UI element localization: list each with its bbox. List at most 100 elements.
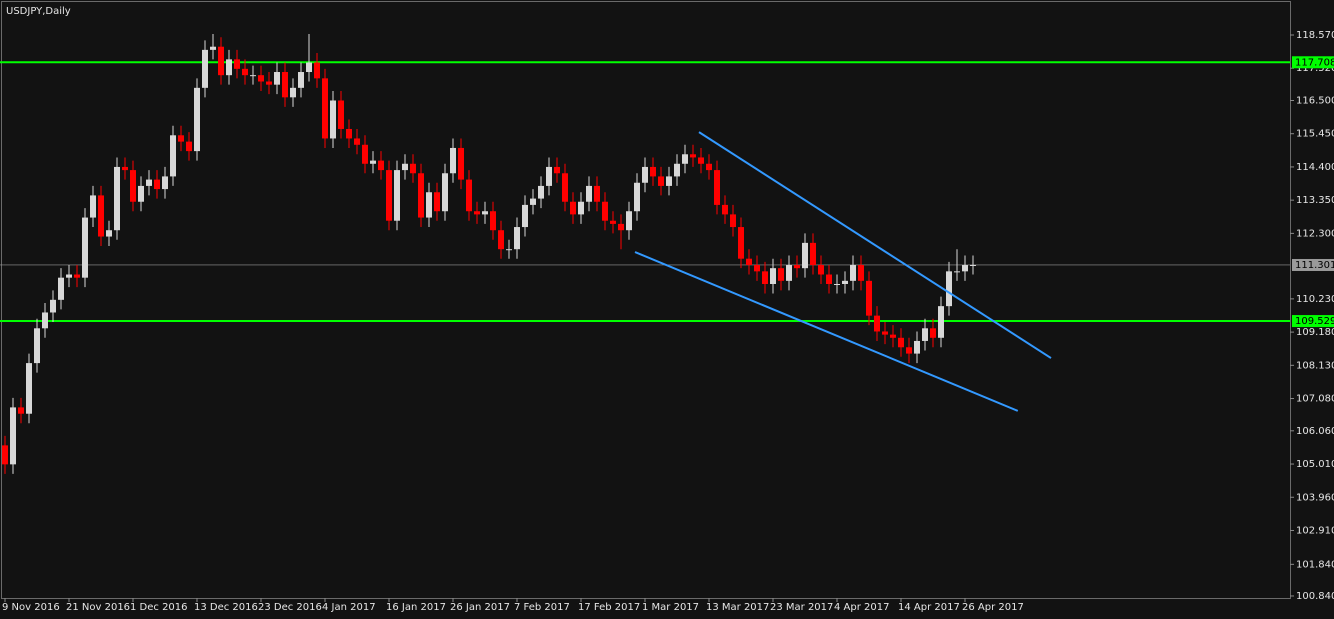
candle-body [578,201,584,215]
candle-body [458,147,464,180]
candle-body [90,195,96,218]
x-tick-label: 9 Nov 2016 [2,602,60,613]
candle-body [82,217,88,278]
candle-body [130,170,136,202]
candle-body [506,249,512,251]
candle-body [666,176,672,186]
candle-body [282,72,288,98]
candle-body [442,173,448,212]
chart-title: USDJPY,Daily [6,6,71,17]
y-tick-label: 108.130 [1296,360,1334,371]
candle-body [538,185,544,199]
candle-body [162,176,168,190]
candle-body [306,62,312,73]
y-tick-label: 113.350 [1296,195,1334,206]
candle-body [746,258,752,266]
candle-body [778,268,784,281]
y-tick-label: 114.400 [1296,162,1334,173]
candle-body [370,160,376,164]
y-tick-label: 110.230 [1296,294,1334,305]
candle-body [554,166,560,174]
candle-body [938,306,944,338]
candle-body [346,128,352,139]
candle-body [930,328,936,338]
x-tick-label: 1 Dec 2016 [130,602,188,613]
candle-body [402,163,408,171]
candle-body [338,100,344,129]
price-tag-label: 111.301 [1295,260,1334,271]
candle-body [234,59,240,69]
candle-body [42,312,48,329]
candle-body [2,445,8,465]
candle-body [74,274,80,278]
candle-body [106,230,112,237]
candle-body [586,185,592,202]
candle-body [802,242,808,269]
candle-body [178,135,184,142]
candle-body [498,230,504,250]
x-tick-label: 14 Apr 2017 [898,602,960,613]
candle-body [530,198,536,205]
price-tag [1292,315,1334,328]
candle-body [754,265,760,272]
candle-body [786,265,792,281]
candle-body [714,170,720,205]
candle-body [874,315,880,332]
candle-body [146,179,152,186]
candle-body [266,81,272,85]
candle-body [202,49,208,88]
candle-body [674,163,680,177]
x-tick-label: 13 Dec 2016 [194,602,258,613]
candle-body [698,157,704,164]
candle-body [514,227,520,250]
candle-body [114,166,120,231]
candle-body [618,223,624,231]
candle-body [962,265,968,272]
candle-body [450,147,456,174]
candle-body [650,166,656,177]
candle-body [386,170,392,221]
candle-body [906,347,912,354]
candle-body [362,144,368,164]
candle-body [58,277,64,300]
y-tick-label: 116.500 [1296,95,1334,106]
x-tick-label: 13 Mar 2017 [706,602,769,613]
y-tick-label: 117.520 [1296,63,1334,74]
candle-body [194,87,200,152]
candle-body [682,154,688,164]
plot-frame [1,1,1291,599]
candle-body [562,173,568,202]
candle-body [914,340,920,354]
candle-body [490,211,496,231]
candle-body [546,166,552,186]
candle-body [354,138,360,145]
candle-body [922,328,928,341]
candle-body [658,176,664,186]
candle-body [706,163,712,171]
candle-body [770,268,776,285]
candle-body [626,211,632,231]
x-tick-label: 23 Mar 2017 [770,602,833,613]
candle-body [322,78,328,139]
y-tick-label: 109.180 [1296,327,1334,338]
candle-body [258,75,264,82]
candle-body [218,46,224,76]
y-tick-label: 103.960 [1296,492,1334,503]
candle-body [10,407,16,465]
candle-body [98,195,104,237]
x-tick-label: 7 Feb 2017 [514,602,570,613]
candle-body [154,179,160,190]
y-tick-label: 107.080 [1296,394,1334,405]
candle-body [410,163,416,174]
candle-body [866,280,872,316]
x-tick-label: 16 Jan 2017 [386,602,446,613]
candle-body [730,214,736,228]
x-tick-label: 1 Mar 2017 [642,602,699,613]
price-tag [1292,56,1334,69]
candle-body [434,192,440,212]
trendline [698,131,1052,359]
candle-body [170,135,176,177]
candle-body [954,271,960,273]
